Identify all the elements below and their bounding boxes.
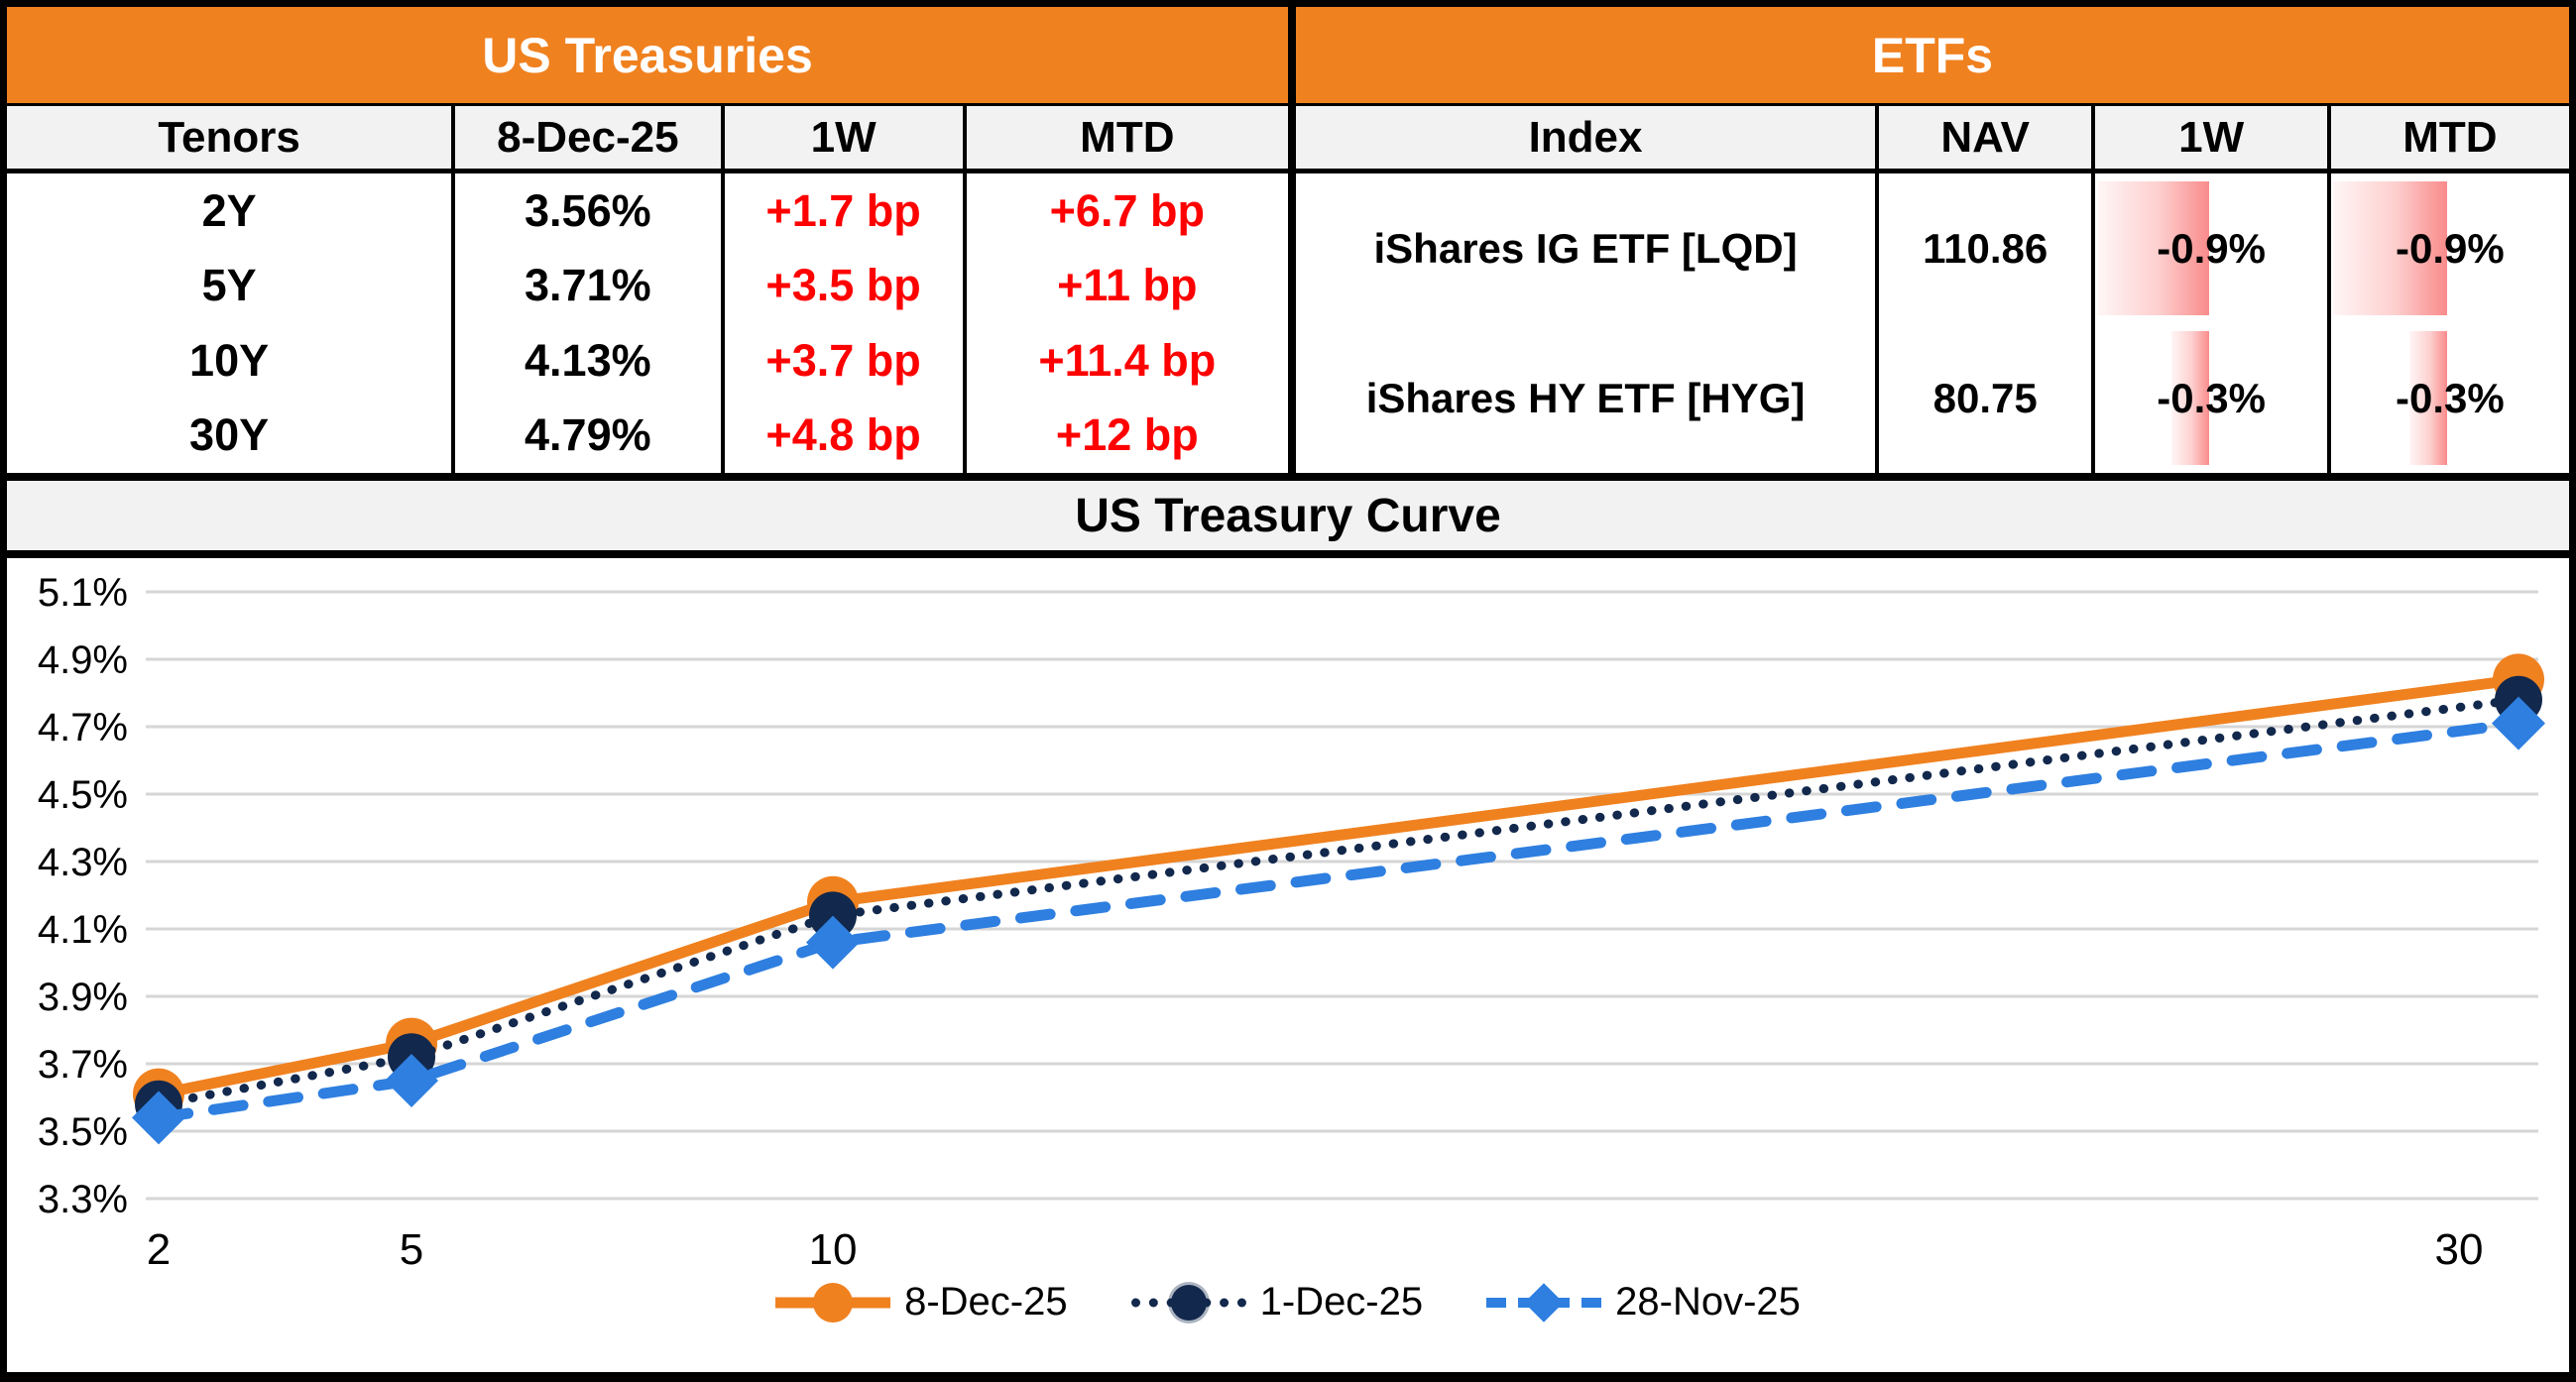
legend-line-marker-icon <box>775 1281 891 1324</box>
etf-1w-cell: -0.3% <box>2095 323 2327 473</box>
tenor-label: 10Y <box>189 334 270 386</box>
column-header-tenors: Tenors <box>7 106 456 169</box>
mtd-change: +11 bp <box>1057 260 1198 311</box>
us-treasuries-rows: 2Y 5Y 10Y 30Y 3.56% 3.71% 4.13% 4.79% +1… <box>7 173 1288 473</box>
mtd-change: +12 bp <box>1055 409 1199 461</box>
yield-value: 4.79% <box>525 409 651 461</box>
legend-label: 8-Dec-25 <box>904 1280 1068 1324</box>
etf-1w-value: -0.9% <box>2157 224 2266 272</box>
legend-line-marker-icon <box>1486 1281 1602 1324</box>
y-axis-tick-label: 3.3% <box>38 1178 128 1221</box>
etfs-column-headers: Index NAV 1W MTD <box>1296 106 2569 173</box>
etfs-table: ETFs Index NAV 1W MTD iShares IG ETF [LQ… <box>1296 7 2569 473</box>
etf-mtd-value: -0.9% <box>2396 224 2505 272</box>
y-axis-tick-label: 4.1% <box>38 908 128 952</box>
y-axis-tick-label: 4.9% <box>38 638 128 682</box>
column-header-1w: 1W <box>2095 106 2331 169</box>
tenor-label: 5Y <box>201 260 257 311</box>
legend-label: 28-Nov-25 <box>1615 1280 1801 1324</box>
mtd-change: +11.4 bp <box>1038 334 1217 386</box>
data-point-marker <box>2492 696 2545 750</box>
legend-item-1-dec: 1-Dec-25 <box>1130 1280 1424 1324</box>
mtd-change: +6.7 bp <box>1049 184 1205 236</box>
etf-nav-column: 110.86 80.75 <box>1879 173 2096 473</box>
legend-line-marker-icon <box>1130 1281 1246 1324</box>
tenor-column: 2Y 5Y 10Y 30Y <box>7 173 456 473</box>
yield-value: 3.56% <box>525 184 651 236</box>
data-point-marker <box>132 1091 185 1145</box>
column-header-index: Index <box>1296 106 1880 169</box>
etf-mtd-cell: -0.9% <box>2331 173 2569 323</box>
us-treasuries-header: US Treasuries <box>7 7 1288 106</box>
x-axis-tick-label: 2 <box>147 1225 171 1274</box>
negative-databar <box>2097 181 2209 315</box>
data-point-marker <box>806 915 860 970</box>
y-axis-tick-label: 4.7% <box>38 706 128 749</box>
chart-legend: 8-Dec-25 1-Dec-25 28-Nov-25 <box>7 1280 2569 1324</box>
etf-mtd-cell: -0.3% <box>2331 323 2569 473</box>
data-point-marker <box>809 891 857 940</box>
y-axis-tick-label: 4.3% <box>38 841 128 884</box>
us-treasuries-table: US Treasuries Tenors 8-Dec-25 1W MTD 2Y … <box>7 7 1296 473</box>
x-axis-tick-label: 30 <box>2435 1225 2484 1274</box>
column-header-mtd: MTD <box>2402 112 2498 162</box>
yield-value: 3.71% <box>525 260 651 311</box>
chart-title: US Treasury Curve <box>7 473 2569 558</box>
treasury-curve-chart: 5.1% 4.9% 4.7% 4.5% 4.3% 4.1% 3.9% 3.7% 3.5% 3.3%… <box>7 558 2569 1372</box>
column-header-date: 8-Dec-25 <box>455 106 725 169</box>
etf-name: iShares IG ETF [LQD] <box>1373 224 1798 272</box>
etf-nav: 80.75 <box>1932 374 2038 421</box>
treasury-curve-svg: 5.1% 4.9% 4.7% 4.5% 4.3% 4.1% 3.9% 3.7% 3.5% 3.3%… <box>38 571 2545 1274</box>
x-axis-tick-label: 5 <box>400 1225 423 1274</box>
etf-mtd-column: -0.9% -0.3% <box>2331 173 2569 473</box>
etf-mtd-value: -0.3% <box>2396 374 2505 421</box>
1w-change: +3.5 bp <box>765 260 921 311</box>
1w-change: +1.7 bp <box>765 184 921 236</box>
negative-databar <box>2171 331 2209 465</box>
negative-databar <box>2409 331 2448 465</box>
one-week-change-column: +1.7 bp +3.5 bp +3.7 bp +4.8 bp <box>725 173 967 473</box>
data-point-marker <box>385 1054 438 1107</box>
etfs-header: ETFs <box>1296 7 2569 106</box>
tables-section: US Treasuries Tenors 8-Dec-25 1W MTD 2Y … <box>7 7 2569 473</box>
column-header-1w: 1W <box>725 106 967 169</box>
mtd-change-column: +6.7 bp +11 bp +11.4 bp +12 bp <box>967 173 1288 473</box>
etf-1w-value: -0.3% <box>2157 374 2266 421</box>
series-line-8-dec-25 <box>153 673 2524 1100</box>
series-line-28-nov-25 <box>153 718 2524 1123</box>
etf-name: iShares HY ETF [HYG] <box>1365 374 1806 421</box>
yield-column: 3.56% 3.71% 4.13% 4.79% <box>455 173 725 473</box>
etf-1w-column: -0.9% -0.3% <box>2095 173 2331 473</box>
x-axis-tick-label: 10 <box>809 1225 858 1274</box>
y-axis-tick-label: 3.9% <box>38 976 128 1019</box>
y-axis-tick-label: 3.7% <box>38 1043 128 1087</box>
1w-change: +4.8 bp <box>765 409 921 461</box>
yield-value: 4.13% <box>525 334 651 386</box>
us-treasuries-column-headers: Tenors 8-Dec-25 1W MTD <box>7 106 1288 173</box>
legend-label: 1-Dec-25 <box>1259 1280 1424 1324</box>
tenor-label: 30Y <box>189 409 270 461</box>
y-axis-tick-label: 3.5% <box>38 1110 128 1154</box>
legend-item-8-dec: 8-Dec-25 <box>775 1280 1068 1324</box>
y-axis-tick-label: 4.5% <box>38 773 128 817</box>
etf-name-column: iShares IG ETF [LQD] iShares HY ETF [HYG… <box>1296 173 1880 473</box>
column-header-nav: NAV <box>1879 106 2096 169</box>
etf-nav: 110.86 <box>1923 224 2049 272</box>
etfs-rows: iShares IG ETF [LQD] iShares HY ETF [HYG… <box>1296 173 2569 473</box>
negative-databar <box>2333 181 2448 315</box>
1w-change: +3.7 bp <box>765 334 921 386</box>
etf-1w-cell: -0.9% <box>2095 173 2327 323</box>
tenor-label: 2Y <box>201 184 257 236</box>
column-header-mtd: MTD <box>1080 112 1175 162</box>
y-axis-tick-label: 5.1% <box>38 571 128 615</box>
legend-item-28-nov: 28-Nov-25 <box>1486 1280 1801 1324</box>
